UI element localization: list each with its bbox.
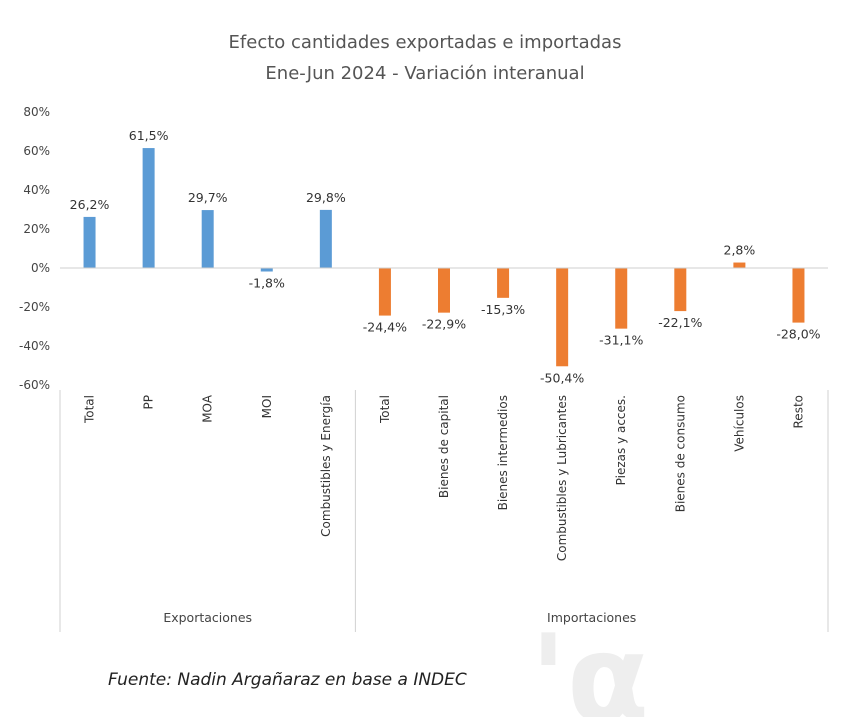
bars — [83, 148, 805, 367]
bar — [378, 268, 391, 316]
data-label: 29,8% — [306, 190, 346, 205]
bar — [83, 216, 96, 268]
data-label: 2,8% — [724, 243, 756, 258]
y-tick-label: 80% — [23, 105, 50, 119]
data-label: -22,1% — [658, 315, 702, 330]
category-label: Bienes de consumo — [673, 395, 687, 512]
y-tick-label: 0% — [31, 261, 50, 275]
category-label: Vehículos — [732, 395, 746, 452]
data-label: 61,5% — [129, 128, 169, 143]
category-label: MOI — [260, 395, 274, 418]
bar — [497, 268, 510, 298]
bar — [674, 268, 687, 312]
bar — [792, 268, 805, 323]
y-tick-label: 20% — [23, 222, 50, 236]
category-label: Resto — [791, 395, 805, 428]
data-label: 26,2% — [70, 197, 110, 212]
source-note: Fuente: Nadin Argañaraz en base a INDEC — [108, 670, 467, 690]
category-label: Combustibles y Lubricantes — [555, 395, 569, 561]
bar — [438, 268, 450, 313]
category-label: Bienes de capital — [437, 395, 451, 498]
data-label: -31,1% — [599, 333, 643, 348]
category-label: Combustibles y Energía — [319, 395, 333, 537]
data-label: 29,7% — [188, 190, 228, 205]
data-label: -15,3% — [481, 302, 525, 317]
bar — [319, 209, 332, 268]
category-label: PP — [142, 395, 156, 409]
data-label: -22,9% — [422, 317, 466, 332]
chart-title: Efecto cantidades exportadas e importada… — [229, 32, 622, 53]
data-labels: 26,2% 61,5% 29,7% -1,8% 29,8% -24,4% -22,9% -15… — [70, 128, 821, 385]
category-label: MOA — [201, 394, 215, 423]
group-label: Importaciones — [547, 610, 636, 625]
bar — [615, 268, 628, 329]
group-label: Exportaciones — [163, 610, 252, 625]
y-tick-label: -40% — [19, 339, 50, 353]
bar — [733, 262, 746, 268]
category-label: Total — [83, 395, 97, 424]
y-axis: 80% 60% 40% 20% 0% -20% -40% -60% — [19, 105, 50, 392]
bar — [260, 268, 273, 272]
y-tick-label: 60% — [23, 144, 50, 158]
chart-subtitle: Ene-Jun 2024 - Variación interanual — [265, 63, 584, 84]
data-label: -28,0% — [776, 327, 820, 342]
category-label: Piezas y acces. — [614, 395, 628, 485]
data-label: -50,4% — [540, 370, 584, 385]
data-label: -24,4% — [363, 320, 407, 335]
category-label: Bienes intermedios — [496, 395, 510, 510]
bar — [201, 210, 214, 268]
bar — [142, 148, 155, 268]
y-tick-label: -20% — [19, 300, 50, 314]
category-label: Total — [378, 395, 392, 424]
y-tick-label: 40% — [23, 183, 50, 197]
y-tick-label: -60% — [19, 378, 50, 392]
x-axis: Total PP MOA MOI Combustibles y Energía Expor… — [59, 390, 829, 632]
watermark: 'α — [530, 610, 649, 717]
bar — [556, 268, 569, 367]
data-label: -1,8% — [249, 276, 285, 291]
